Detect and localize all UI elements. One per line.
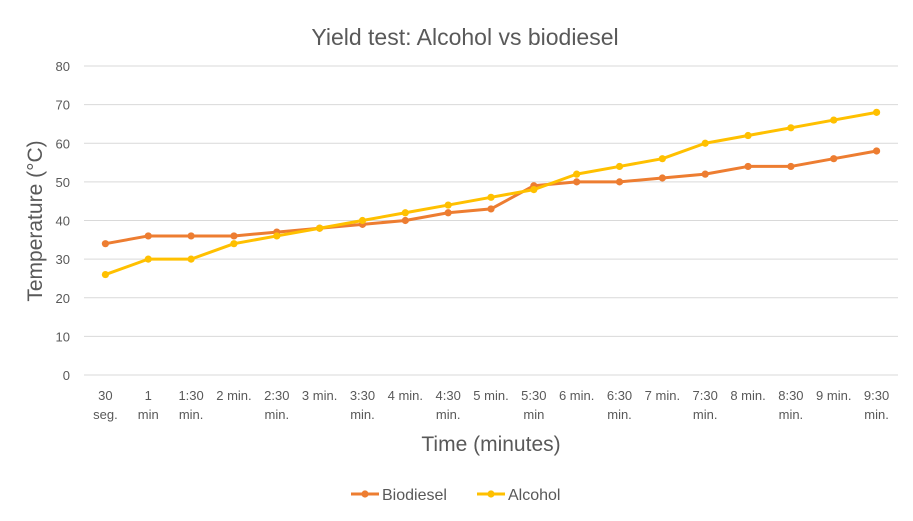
x-tick-label: 6:30 (607, 388, 632, 403)
legend-item-biodiesel: Biodiesel (351, 487, 447, 504)
y-axis-ticks: 0 10 20 30 40 50 60 70 80 (56, 59, 70, 383)
y-tick-label: 80 (56, 59, 70, 74)
y-tick-label: 30 (56, 252, 70, 267)
legend-label: Alcohol (508, 487, 560, 504)
x-tick-label: min. (693, 407, 718, 422)
data-point (401, 216, 409, 225)
data-point (701, 139, 709, 147)
data-point (787, 162, 795, 171)
series-line (103, 110, 879, 277)
data-point (187, 232, 195, 240)
x-tick-label: 30 (98, 388, 112, 403)
data-point (530, 186, 538, 194)
x-tick-label: 6 min. (559, 388, 594, 403)
y-tick-label: 50 (56, 175, 70, 190)
x-tick-label: 5:30 (521, 388, 546, 403)
data-point (487, 205, 495, 213)
x-tick-label: 1 (145, 388, 152, 403)
x-tick-label: 3:30 (350, 388, 375, 403)
data-point (358, 216, 367, 225)
data-point (658, 174, 666, 182)
y-tick-label: 10 (56, 329, 70, 344)
data-point (316, 224, 324, 232)
legend-item-alcohol: Alcohol (477, 487, 560, 504)
gridlines (84, 65, 898, 376)
series-biodiesel (101, 147, 881, 248)
data-point (744, 131, 752, 140)
x-tick-label: min. (607, 407, 632, 422)
legend-label: Biodiesel (382, 487, 447, 504)
data-point (744, 162, 752, 171)
x-tick-label: 8:30 (778, 388, 803, 403)
x-tick-label: 7 min. (645, 388, 680, 403)
data-point (101, 270, 110, 279)
x-tick-label: 4:30 (436, 388, 461, 403)
data-point (573, 178, 581, 186)
x-axis-ticks: 30 seg. 1 min 1:30 min. 2 min. 2:30 min. 3 min. 3:… (93, 388, 889, 422)
legend-swatch-marker (487, 490, 495, 498)
y-tick-label: 60 (56, 136, 70, 151)
legend: Biodiesel Alcohol (351, 487, 560, 504)
x-tick-label: seg. (93, 407, 118, 422)
data-point (230, 240, 238, 248)
data-point (444, 201, 452, 209)
data-point (444, 209, 452, 217)
data-point (830, 155, 838, 163)
data-point (401, 209, 409, 217)
data-point (273, 232, 281, 240)
x-tick-label: 2 min. (216, 388, 251, 403)
x-tick-label: 7:30 (693, 388, 718, 403)
data-point (701, 170, 709, 178)
x-tick-label: 9 min. (816, 388, 851, 403)
x-tick-label: min (523, 407, 544, 422)
data-point (487, 193, 495, 201)
series-lines (101, 108, 881, 279)
data-point (872, 147, 881, 155)
data-point (230, 232, 238, 240)
data-point (615, 162, 624, 171)
x-tick-label: min (138, 407, 159, 422)
series-alcohol (101, 108, 881, 279)
data-point (872, 108, 881, 116)
data-point (787, 124, 795, 132)
data-point (573, 170, 581, 178)
x-axis-title: Time (minutes) (421, 433, 560, 456)
x-tick-label: 1:30 (178, 388, 203, 403)
data-point (101, 240, 110, 248)
y-tick-label: 40 (56, 214, 70, 229)
y-axis-title: Temperature (°C) (24, 140, 47, 301)
x-tick-label: 9:30 (864, 388, 889, 403)
data-point (615, 178, 624, 186)
x-tick-label: 3 min. (302, 388, 337, 403)
x-tick-label: 8 min. (730, 388, 765, 403)
x-tick-label: 4 min. (388, 388, 423, 403)
data-point (658, 155, 666, 163)
legend-swatch-marker (361, 490, 369, 498)
x-tick-label: 2:30 (264, 388, 289, 403)
data-point (144, 255, 152, 263)
x-tick-label: min. (779, 407, 804, 422)
x-tick-label: min. (179, 407, 204, 422)
data-point (144, 232, 152, 240)
y-tick-label: 70 (56, 98, 70, 113)
y-tick-label: 0 (63, 368, 70, 383)
data-point (830, 116, 838, 124)
x-tick-label: min. (436, 407, 461, 422)
y-tick-label: 20 (56, 291, 70, 306)
x-tick-label: 5 min. (473, 388, 508, 403)
x-tick-label: min. (265, 407, 290, 422)
data-point (187, 255, 195, 263)
x-tick-label: min. (350, 407, 375, 422)
chart-title: Yield test: Alcohol vs biodiesel (311, 24, 618, 50)
x-tick-label: min. (864, 407, 889, 422)
